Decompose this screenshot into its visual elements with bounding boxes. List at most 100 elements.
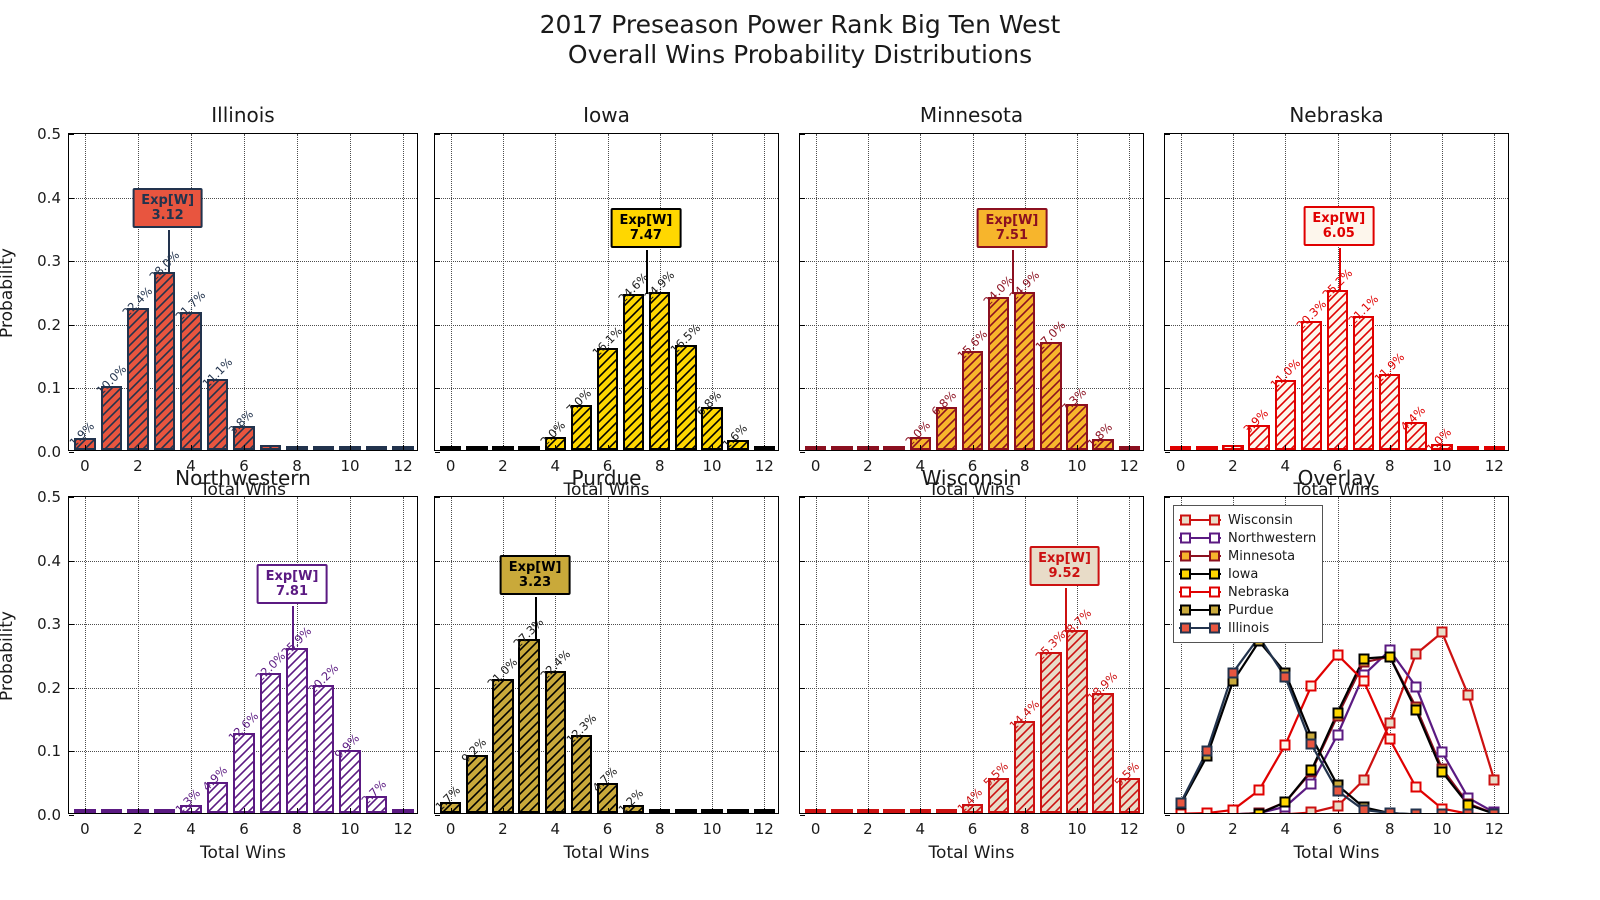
bar-northwestern-6 bbox=[233, 732, 255, 813]
overlay-marker-nebraska-9 bbox=[1410, 781, 1422, 793]
x-tick-label: 8 bbox=[1019, 457, 1030, 475]
bar-illinois-4 bbox=[180, 312, 202, 450]
gridline-horizontal bbox=[69, 560, 417, 562]
y-tick-mark bbox=[800, 560, 805, 562]
figure-title-line-1: 2017 Preseason Power Rank Big Ten West bbox=[539, 10, 1061, 39]
gridline-vertical bbox=[607, 497, 609, 813]
gridline-horizontal bbox=[1165, 560, 1508, 562]
x-tick-mark bbox=[1077, 445, 1079, 450]
x-tick-label: 4 bbox=[550, 457, 560, 475]
y-tick-mark bbox=[1165, 324, 1170, 326]
x-tick-label: 8 bbox=[1384, 820, 1395, 838]
bar-minnesota-9 bbox=[1040, 341, 1062, 450]
gridline-horizontal bbox=[435, 687, 778, 689]
legend-item-nebraska[interactable]: Nebraska bbox=[1179, 583, 1316, 601]
plot-clip: 1.9% 10.0% 22.4% 28.0% 21.7% 11.1% 3.8% Exp[W] 3… bbox=[69, 134, 417, 450]
subplot-title-northwestern: Northwestern bbox=[175, 466, 311, 490]
expected-wins-box-nebraska: Exp[W] 6.05 bbox=[1303, 205, 1375, 246]
x-tick-mark bbox=[297, 445, 299, 450]
x-tick-mark bbox=[297, 808, 299, 813]
x-tick-label: 12 bbox=[754, 457, 774, 475]
legend-swatch-icon bbox=[1179, 550, 1221, 563]
legend-item-minnesota[interactable]: Minnesota bbox=[1179, 547, 1316, 565]
subplot-nebraska: Nebraska 3.9% 11.0% 20.3% 25.2% 21.1% 11.9% 4.4… bbox=[1164, 103, 1509, 500]
bar-nebraska-12 bbox=[1483, 446, 1506, 450]
x-tick-label: 0 bbox=[80, 457, 90, 475]
overlay-marker-illinois-10 bbox=[1436, 808, 1448, 813]
gridline-vertical bbox=[972, 134, 974, 450]
legend-label: Purdue bbox=[1228, 602, 1274, 618]
x-tick-label: 0 bbox=[445, 820, 456, 838]
bar-iowa-4 bbox=[544, 437, 566, 450]
gridline-vertical bbox=[502, 497, 504, 813]
subplot-title-illinois: Illinois bbox=[211, 103, 275, 127]
expected-wins-stem-illinois bbox=[167, 229, 170, 274]
x-tick-label: 6 bbox=[602, 457, 613, 475]
gridline-vertical bbox=[607, 134, 609, 450]
expected-wins-caption: Exp[W] bbox=[265, 569, 319, 585]
x-tick-mark bbox=[972, 808, 974, 813]
subplot-northwestern: Northwestern 1.3% 4.9% 12.6% 22.0% 25.9% 20.2%… bbox=[0, 466, 418, 863]
legend-item-illinois[interactable]: Illinois bbox=[1179, 619, 1316, 637]
y-tick-mark bbox=[435, 497, 440, 498]
x-axis-label: Total Wins bbox=[928, 480, 1015, 500]
expected-wins-value: 3.23 bbox=[519, 575, 552, 591]
gridline-vertical bbox=[1232, 497, 1234, 813]
y-tick-mark bbox=[435, 687, 440, 689]
expected-wins-caption: Exp[W] bbox=[985, 212, 1039, 228]
subplot-title-iowa: Iowa bbox=[583, 103, 630, 127]
y-tick-mark bbox=[1165, 452, 1170, 453]
x-tick-mark bbox=[403, 808, 405, 813]
subplot-title-purdue: Purdue bbox=[571, 466, 642, 490]
x-tick-label: 2 bbox=[863, 457, 873, 475]
overlay-marker-nebraska-4 bbox=[1279, 739, 1291, 751]
overlay-marker-wisconsin-9 bbox=[1410, 648, 1422, 660]
subplot-illinois: Illinois 1.9% 10.0% 22.4% 28.0% 21.7% 11.1% 3.8… bbox=[0, 103, 418, 500]
legend-item-purdue[interactable]: Purdue bbox=[1179, 601, 1316, 619]
bar-nebraska-3 bbox=[1248, 425, 1270, 450]
gridline-vertical bbox=[190, 497, 192, 813]
overlay-marker-nebraska-7 bbox=[1358, 675, 1370, 687]
x-tick-label: 12 bbox=[393, 820, 413, 838]
overlay-marker-nebraska-5 bbox=[1305, 680, 1317, 692]
bar-purdue-6 bbox=[596, 783, 619, 813]
x-tick-mark bbox=[920, 445, 922, 450]
bar-northwestern-4 bbox=[180, 804, 202, 813]
x-tick-label: 2 bbox=[1228, 457, 1238, 475]
expected-wins-value: 3.12 bbox=[151, 207, 184, 223]
x-tick-mark bbox=[84, 808, 86, 813]
x-tick-label: 12 bbox=[393, 457, 413, 475]
gridline-horizontal bbox=[435, 197, 778, 199]
overlay-marker-illinois-2 bbox=[1227, 667, 1239, 679]
x-tick-label: 6 bbox=[239, 820, 249, 838]
plot-clip: Wisconsin Northwestern Minnesota Iowa Nebras… bbox=[1165, 497, 1508, 813]
x-tick-label: 10 bbox=[1067, 457, 1087, 475]
gridline-vertical bbox=[84, 497, 86, 813]
y-tick-mark bbox=[69, 624, 74, 626]
legend-item-northwestern[interactable]: Northwestern bbox=[1179, 529, 1316, 547]
gridline-vertical bbox=[867, 497, 869, 813]
legend-swatch-icon bbox=[1179, 604, 1221, 617]
plot-clip: 1.3% 4.9% 12.6% 22.0% 25.9% 20.2% 9.9% 2.7% Exp[… bbox=[69, 497, 417, 813]
legend-swatch-icon bbox=[1179, 514, 1221, 527]
x-tick-mark bbox=[350, 445, 352, 450]
y-tick-mark bbox=[800, 687, 805, 689]
gridline-vertical bbox=[712, 134, 714, 450]
x-tick-label: 10 bbox=[1067, 820, 1087, 838]
plot-clip: 1.7% 9.2% 21.0% 27.3% 22.4% 12.3% 4.7% 1.2% Exp[… bbox=[435, 497, 778, 813]
y-tick-mark bbox=[69, 261, 74, 263]
plot-area-northwestern: 1.3% 4.9% 12.6% 22.0% 25.9% 20.2% 9.9% 2.7% Exp[… bbox=[0, 488, 418, 863]
x-tick-mark bbox=[920, 808, 922, 813]
x-axis-label: Total Wins bbox=[563, 843, 650, 863]
x-tick-mark bbox=[867, 445, 869, 450]
y-tick-mark bbox=[1165, 197, 1170, 199]
overlay-marker-iowa-3 bbox=[1253, 808, 1265, 813]
overlay-marker-northwestern-6 bbox=[1332, 729, 1343, 741]
x-axis-label: Total Wins bbox=[200, 480, 286, 500]
legend-item-iowa[interactable]: Iowa bbox=[1179, 565, 1316, 583]
legend-item-wisconsin[interactable]: Wisconsin bbox=[1179, 511, 1316, 529]
bar-wisconsin-6 bbox=[961, 804, 984, 813]
y-tick-mark bbox=[1165, 815, 1170, 816]
x-tick-mark bbox=[1389, 445, 1391, 450]
x-tick-mark bbox=[1285, 445, 1287, 450]
